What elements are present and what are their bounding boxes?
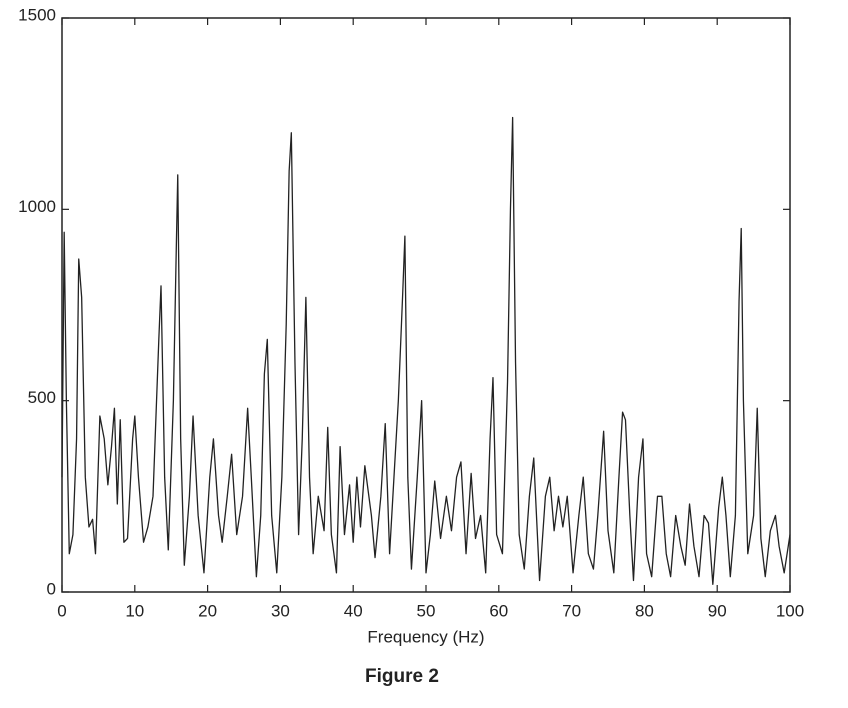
y-tick-label: 0 [47, 579, 56, 598]
x-tick-label: 60 [489, 601, 508, 620]
x-tick-label: 10 [125, 601, 144, 620]
spectrum-line [61, 116, 791, 585]
x-tick-label: 20 [198, 601, 217, 620]
x-axis-label: Frequency (Hz) [367, 627, 484, 646]
x-tick-label: 50 [417, 601, 436, 620]
x-tick-label: 40 [344, 601, 363, 620]
y-tick-label: 1500 [18, 5, 56, 24]
y-tick-label: 1000 [18, 197, 56, 216]
x-tick-label: 100 [776, 601, 804, 620]
x-tick-label: 90 [708, 601, 727, 620]
x-tick-label: 30 [271, 601, 290, 620]
x-tick-label: 0 [57, 601, 66, 620]
y-tick-label: 500 [28, 388, 56, 407]
x-tick-label: 70 [562, 601, 581, 620]
plot-frame [61, 17, 791, 593]
x-tick-label: 80 [635, 601, 654, 620]
figure-caption: Figure 2 [365, 666, 439, 687]
